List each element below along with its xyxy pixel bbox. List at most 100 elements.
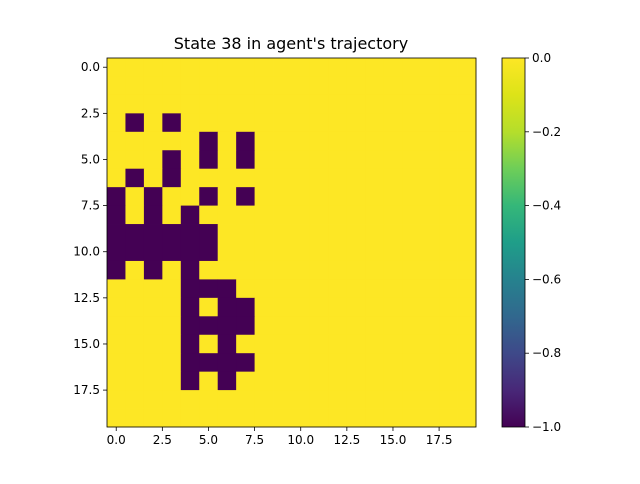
heatmap-cell xyxy=(383,371,403,391)
heatmap-cell xyxy=(162,242,182,262)
heatmap-cell xyxy=(107,353,126,373)
heatmap-cell xyxy=(180,242,200,262)
heatmap-cell xyxy=(143,94,163,114)
heatmap-cell xyxy=(402,113,422,133)
heatmap-cell xyxy=(125,150,145,170)
heatmap-cell xyxy=(383,390,403,409)
heatmap-cell xyxy=(143,371,163,391)
heatmap-cell xyxy=(346,390,366,409)
heatmap-cell xyxy=(162,131,182,151)
heatmap-cell xyxy=(273,390,292,409)
heatmap-cell xyxy=(162,205,182,225)
heatmap-cell xyxy=(420,131,440,151)
heatmap-cell xyxy=(217,58,237,77)
heatmap-cell xyxy=(291,150,311,170)
heatmap-cell xyxy=(236,242,255,262)
heatmap-cell xyxy=(254,205,274,225)
heatmap-cell xyxy=(365,334,385,354)
heatmap-cell xyxy=(236,224,255,243)
heatmap-cell xyxy=(383,94,403,114)
heatmap-cell xyxy=(328,316,348,336)
y-tick-label: 15.0 xyxy=(73,337,100,351)
heatmap-cell xyxy=(365,242,385,262)
heatmap-cell xyxy=(217,242,237,262)
heatmap-cell xyxy=(402,131,422,151)
heatmap-cell xyxy=(162,187,182,206)
heatmap-cell xyxy=(420,224,440,243)
heatmap-cell xyxy=(383,279,403,299)
heatmap-cell xyxy=(420,353,440,373)
heatmap-cell xyxy=(107,260,126,280)
heatmap-cell xyxy=(107,334,126,354)
heatmap-cell xyxy=(402,94,422,114)
heatmap-cell xyxy=(143,205,163,225)
heatmap-cell xyxy=(365,279,385,299)
heatmap-cell xyxy=(236,408,255,428)
heatmap-cell xyxy=(346,94,366,114)
heatmap-cell xyxy=(420,76,440,96)
heatmap-cell xyxy=(420,113,440,133)
heatmap-cell xyxy=(383,113,403,133)
heatmap-cell xyxy=(309,334,329,354)
heatmap-cell xyxy=(254,408,274,428)
heatmap-cell xyxy=(236,150,255,170)
heatmap-cell xyxy=(125,279,145,299)
heatmap-cell xyxy=(346,187,366,206)
heatmap-cell xyxy=(162,94,182,114)
heatmap-cell xyxy=(346,408,366,428)
heatmap-cell xyxy=(346,168,366,188)
heatmap-cell xyxy=(162,297,182,317)
heatmap-cell xyxy=(143,242,163,262)
y-tick-label: 10.0 xyxy=(73,245,100,259)
heatmap-cell xyxy=(180,76,200,96)
colorbar-tick-label: 0.0 xyxy=(532,51,551,65)
heatmap-cell xyxy=(273,316,292,336)
heatmap-cell xyxy=(402,408,422,428)
axes: 0.0 2.5 5.0 7.5 10.0 12.5 15.0 17.5 0.0 2.5 5.0 7.5… xyxy=(73,57,477,447)
heatmap-cell xyxy=(439,260,458,280)
heatmap-cell xyxy=(309,205,329,225)
heatmap-cell xyxy=(217,371,237,391)
heatmap-cell xyxy=(199,94,219,114)
heatmap-cell xyxy=(199,297,219,317)
heatmap-cell xyxy=(457,187,477,206)
heatmap-cell xyxy=(217,150,237,170)
heatmap-cell xyxy=(254,371,274,391)
heatmap-cell xyxy=(291,390,311,409)
colorbar-tick-label: −0.2 xyxy=(532,125,561,139)
x-tick-label: 12.5 xyxy=(333,433,360,447)
heatmap-cell xyxy=(217,279,237,299)
heatmap-cell xyxy=(199,131,219,151)
heatmap-cell xyxy=(217,297,237,317)
heatmap-cell xyxy=(420,242,440,262)
heatmap-cell xyxy=(236,390,255,409)
heatmap-cell xyxy=(328,187,348,206)
heatmap-cell xyxy=(199,242,219,262)
heatmap-cell xyxy=(236,76,255,96)
heatmap-cell xyxy=(143,76,163,96)
y-tick-label: 7.5 xyxy=(81,199,100,213)
heatmap-cell xyxy=(402,205,422,225)
heatmap-cell xyxy=(107,371,126,391)
heatmap-cell xyxy=(346,58,366,77)
y-tick-label: 5.0 xyxy=(81,152,100,166)
x-tick-label: 17.5 xyxy=(426,433,453,447)
heatmap-cell xyxy=(365,260,385,280)
heatmap-cell xyxy=(180,168,200,188)
heatmap-cell xyxy=(217,131,237,151)
colorbar-tick-label: −0.8 xyxy=(532,346,561,360)
heatmap-cell xyxy=(143,279,163,299)
heatmap-cell xyxy=(365,168,385,188)
heatmap-cell xyxy=(383,76,403,96)
heatmap-cell xyxy=(236,187,255,206)
heatmap-cell xyxy=(162,371,182,391)
heatmap-cell xyxy=(273,242,292,262)
heatmap-cell xyxy=(365,316,385,336)
heatmap-cell xyxy=(125,58,145,77)
heatmap-cell xyxy=(309,224,329,243)
heatmap-cell xyxy=(457,297,477,317)
heatmap-cell xyxy=(346,371,366,391)
heatmap-cell xyxy=(457,131,477,151)
heatmap-cell xyxy=(420,187,440,206)
